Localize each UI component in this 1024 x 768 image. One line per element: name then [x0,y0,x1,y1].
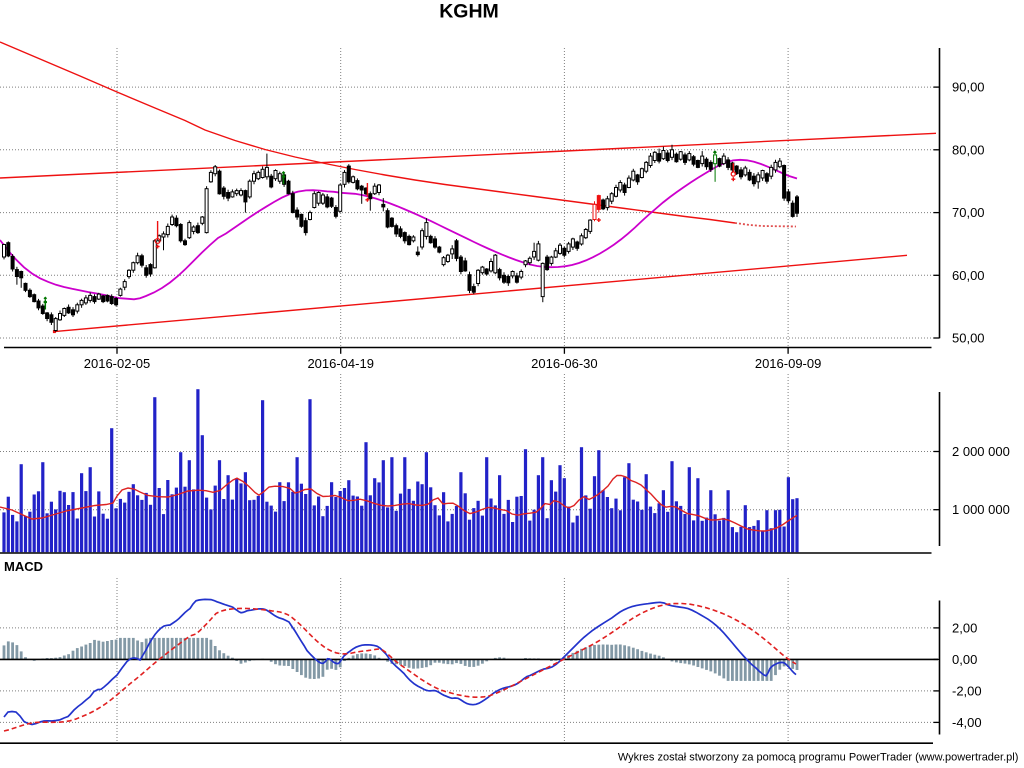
svg-text:KGHM: KGHM [439,1,499,23]
svg-text:2016-02-05: 2016-02-05 [84,356,151,371]
svg-text:70,00: 70,00 [952,205,985,220]
svg-text:2016-09-09: 2016-09-09 [755,356,822,371]
svg-text:2016-06-30: 2016-06-30 [531,356,598,371]
svg-text:80,00: 80,00 [952,142,985,157]
svg-text:-4,00: -4,00 [952,715,982,730]
svg-text:50,00: 50,00 [952,331,985,346]
svg-text:0,00: 0,00 [952,652,977,667]
svg-text:2,00: 2,00 [952,620,977,635]
svg-text:Wykres został stworzony za pom: Wykres został stworzony za pomocą progra… [618,752,1019,764]
svg-text:1 000 000: 1 000 000 [952,502,1010,517]
svg-text:60,00: 60,00 [952,268,985,283]
svg-text:2016-04-19: 2016-04-19 [307,356,374,371]
svg-text:-2,00: -2,00 [952,683,982,698]
svg-text:2 000 000: 2 000 000 [952,444,1010,459]
svg-text:MACD: MACD [4,559,43,574]
svg-text:90,00: 90,00 [952,80,985,95]
